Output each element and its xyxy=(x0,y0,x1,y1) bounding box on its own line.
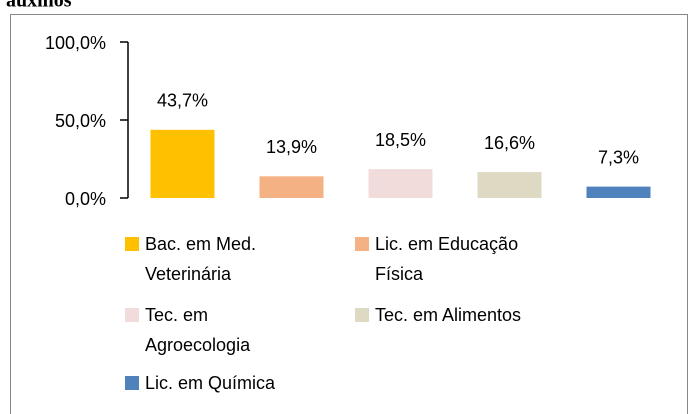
legend-swatch xyxy=(125,376,139,390)
legend-label: Tec. em Alimentos xyxy=(375,305,522,325)
legend-swatch xyxy=(125,237,139,251)
legend-label: Bac. em Med. Veterinária xyxy=(145,234,257,284)
legend-label: Lic. em Educação Física xyxy=(375,234,519,284)
bar xyxy=(477,172,542,198)
legend-item: Lic. em Educação Física xyxy=(355,229,550,289)
y-tick-label: 50,0% xyxy=(55,111,106,131)
legend-item: Tec. em Agroecologia xyxy=(125,300,295,360)
chart-frame xyxy=(10,14,688,414)
value-label: 43,7% xyxy=(157,91,208,111)
legend-item: Tec. em Alimentos xyxy=(355,300,550,330)
caption: auxílios xyxy=(6,0,72,12)
value-label: 7,3% xyxy=(598,147,639,167)
value-label: 13,9% xyxy=(266,137,317,157)
y-tick-label: 100,0% xyxy=(45,33,106,53)
legend-label: Lic. em Química xyxy=(145,373,276,393)
bar xyxy=(586,186,651,198)
bar xyxy=(150,129,215,198)
value-label: 18,5% xyxy=(375,130,426,150)
legend-swatch xyxy=(355,237,369,251)
bar xyxy=(368,169,433,198)
legend-swatch xyxy=(355,308,369,322)
bar xyxy=(259,176,324,198)
legend-label: Tec. em Agroecologia xyxy=(145,305,251,355)
value-label: 16,6% xyxy=(484,133,535,153)
legend-swatch xyxy=(125,308,139,322)
legend-item: Bac. em Med. Veterinária xyxy=(125,229,295,289)
legend-item: Lic. em Química xyxy=(125,368,295,398)
y-tick-label: 0,0% xyxy=(65,189,106,209)
